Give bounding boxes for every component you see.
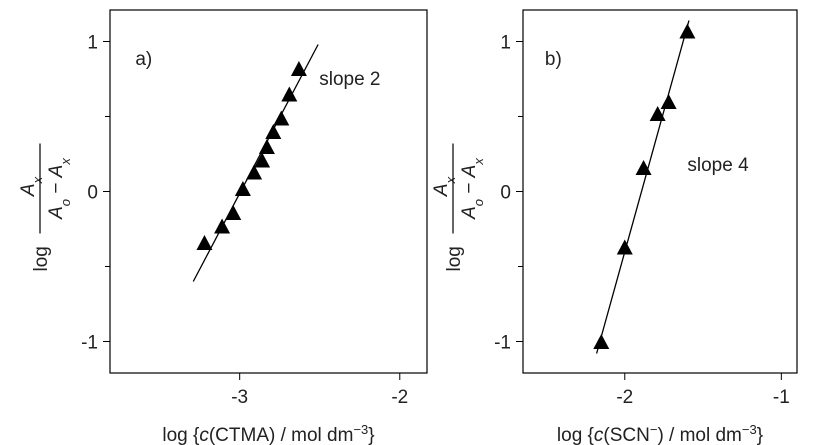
data-point: [281, 86, 298, 102]
x-axis-label-part: }: [757, 425, 763, 445]
y-tick-label: -1: [81, 333, 98, 354]
data-point: [234, 181, 251, 196]
x-axis-label-part: −: [650, 422, 658, 437]
y-label-part: x: [443, 176, 458, 184]
x-axis-label-part: c: [199, 425, 209, 445]
x-axis-label: log {c(CTMA) / mol dm−3}: [162, 422, 374, 445]
x-axis-label: log {c(SCN−) / mol dm−3}: [557, 422, 763, 445]
panel-label: b): [545, 49, 562, 70]
data-point: [616, 239, 633, 255]
x-axis-label-part: −3: [353, 422, 368, 437]
y-label-part: x: [471, 158, 486, 166]
data-point: [246, 164, 263, 180]
fit-line: [595, 20, 690, 354]
fit-line: [192, 44, 319, 282]
y-label-numerator: Ax: [431, 176, 458, 197]
y-label-part: A: [459, 206, 480, 220]
panel: 1 0 -1 -3 -2 a) slope 2 log {c(CTMA) / mol dm−3…: [18, 9, 428, 445]
plot-frame: [522, 9, 798, 374]
y-label-part: o: [58, 199, 73, 206]
y-label-log: log: [444, 246, 465, 271]
x-axis-label-part: ) / mol dm: [657, 425, 741, 445]
y-label-log: log: [31, 246, 52, 271]
y-tick-label: -1: [494, 333, 511, 354]
y-label-part: x: [30, 176, 45, 184]
y-label-part: A: [46, 206, 67, 220]
data-point: [265, 124, 282, 139]
y-label-part: A: [431, 183, 452, 197]
x-axis-label-part: }: [368, 425, 374, 445]
data-point: [214, 218, 231, 234]
data-point: [649, 106, 666, 121]
y-tick-label: 0: [500, 183, 511, 204]
data-point: [635, 160, 652, 175]
data-point: [254, 152, 271, 168]
y-tick-label: 1: [500, 33, 511, 54]
y-label-part: −: [459, 177, 480, 199]
data-point: [196, 235, 213, 250]
x-axis-label-part: log {: [557, 425, 595, 445]
y-tick-label: 1: [87, 33, 98, 54]
x-axis-label-part: −3: [742, 422, 757, 437]
y-label-numerator: Ax: [18, 176, 45, 197]
data-point: [258, 139, 275, 154]
x-tick-label: -2: [616, 387, 633, 408]
plot-frame: [109, 9, 428, 374]
y-label-denominator: Ao − Ax: [46, 158, 73, 220]
y-tick-label: 0: [87, 183, 98, 204]
y-label-part: x: [58, 158, 73, 166]
y-label-part: A: [459, 165, 480, 179]
x-tick-label: -2: [391, 387, 408, 408]
data-point: [273, 110, 290, 126]
y-label-part: A: [46, 165, 67, 179]
data-point: [290, 61, 307, 76]
x-axis-label-part: c: [594, 425, 604, 445]
y-label-part: −: [46, 177, 67, 199]
x-axis-label-part: (CTMA) / mol dm: [209, 425, 354, 445]
annotation: slope 2: [319, 69, 380, 90]
y-label-denominator: Ao − Ax: [459, 158, 486, 220]
data-point: [660, 94, 677, 109]
x-axis-label-part: log {: [162, 425, 200, 445]
data-point: [593, 334, 610, 349]
y-label-part: A: [18, 183, 39, 197]
data-point: [225, 205, 242, 220]
data-point: [679, 23, 696, 39]
x-tick-label: -1: [773, 387, 790, 408]
x-tick-label: -3: [231, 387, 248, 408]
annotation: slope 4: [687, 155, 749, 176]
panel-label: a): [135, 49, 152, 70]
y-label-part: o: [471, 199, 486, 206]
x-axis-label-part: (SCN: [603, 425, 649, 445]
